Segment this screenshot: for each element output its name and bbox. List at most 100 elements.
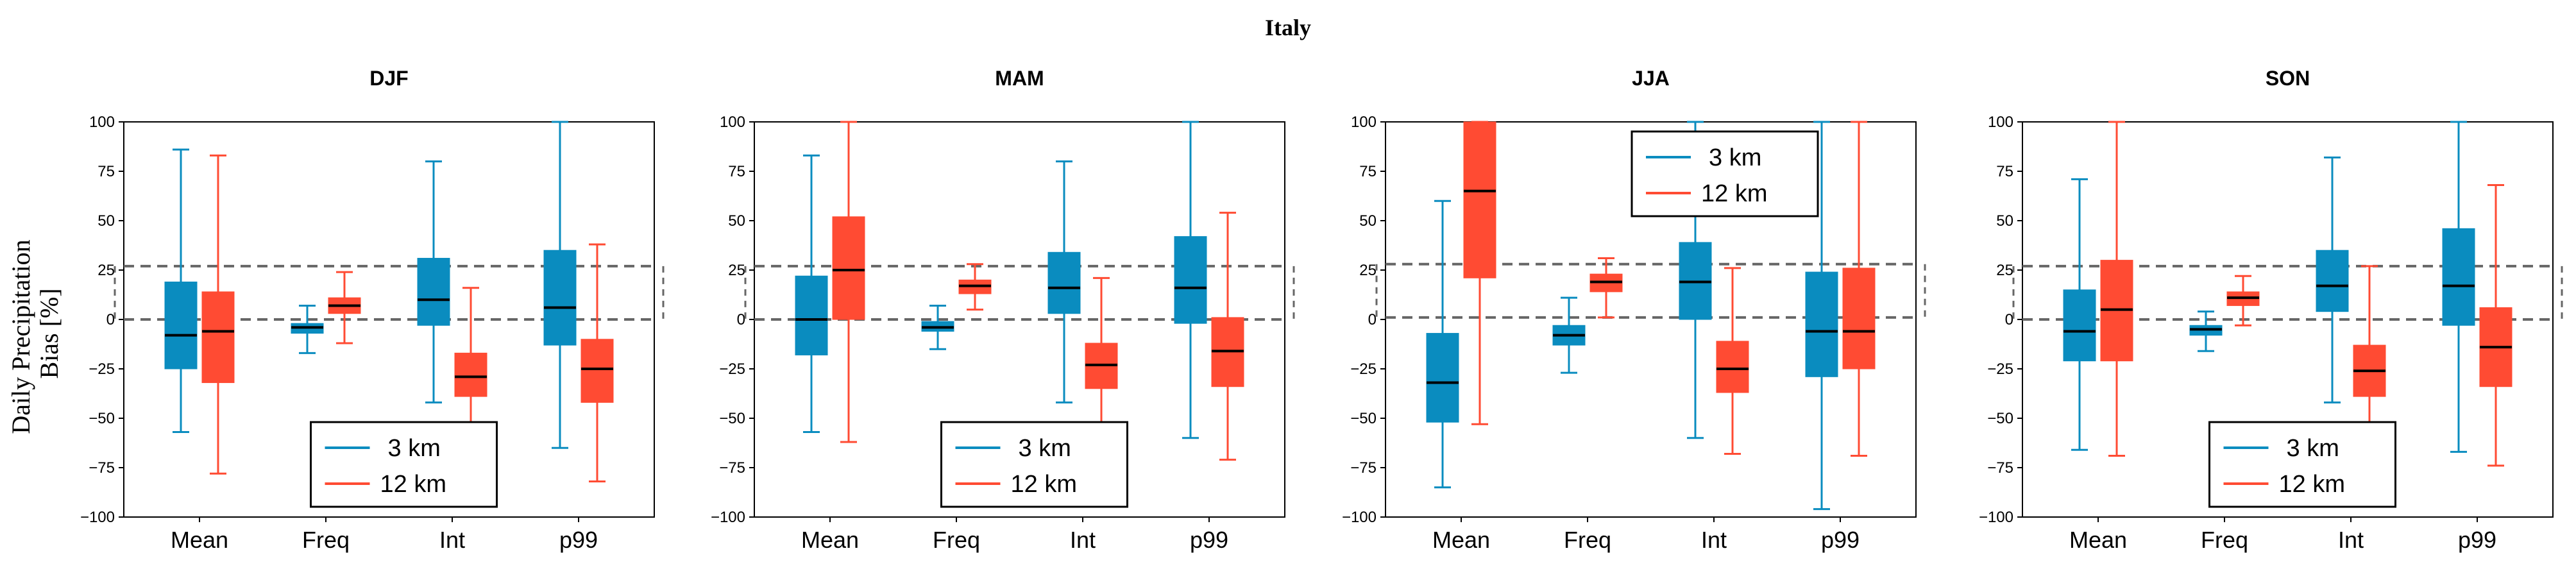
y-tick-label: −75 <box>89 459 115 477</box>
y-tick-label: 0 <box>1368 311 1377 328</box>
legend-frame <box>2208 421 2396 508</box>
y-tick-label: −100 <box>1979 509 2013 526</box>
box-iqr <box>795 275 828 355</box>
figure-ylabel: Daily Precipitation Bias [%] <box>6 233 64 434</box>
box-3km-int <box>2316 156 2349 403</box>
box-iqr <box>417 258 450 326</box>
box-12km-mean <box>832 121 865 443</box>
x-tick-label-mean: Mean <box>1432 527 1490 553</box>
box-iqr <box>1805 271 1838 377</box>
svg-text:Daily Precipitation Bias: Daily Precipitation Bias [%] <box>6 233 64 434</box>
box-iqr <box>454 352 487 397</box>
x-tick-label-freq: Freq <box>2201 527 2248 553</box>
box-3km-p99 <box>543 121 577 449</box>
y-tick-label: 75 <box>1996 163 2013 180</box>
y-tick-label: 75 <box>1359 163 1377 180</box>
panel-mam: MAM 100 75 50 25 0 −25 −50 −75 −100 Mean Freq Int p99… <box>711 67 1295 553</box>
figure-title: Italy <box>1265 15 1311 40</box>
x-tick-label-freq: Freq <box>302 527 350 553</box>
box-3km-freq <box>2189 310 2223 352</box>
box-12km-p99 <box>1211 212 1244 461</box>
y-tick-label: 25 <box>1996 262 2013 279</box>
box-iqr <box>201 291 235 384</box>
panel-djf: DJF 100 75 50 25 0 −25 −50 −75 −100 Mean Freq Int p99… <box>80 67 665 553</box>
box-12km-int <box>2353 265 2386 457</box>
box-12km-int <box>1085 276 1118 445</box>
y-tick-label: 75 <box>97 163 115 180</box>
y-tick-label: 25 <box>97 262 115 279</box>
y-tick-label: 25 <box>728 262 745 279</box>
y-tick-label: 50 <box>1359 212 1377 230</box>
box-iqr <box>1426 333 1459 423</box>
x-tick-label-mean: Mean <box>801 527 859 553</box>
box-12km-int <box>1716 267 1749 455</box>
y-tick-label: 25 <box>1359 262 1377 279</box>
box-12km-p99 <box>1842 121 1876 457</box>
box-12km-freq <box>1589 257 1623 319</box>
legend-label: 3 km <box>1709 144 1761 171</box>
box-12km-mean <box>1463 121 1496 425</box>
box-iqr <box>543 250 577 346</box>
legend: 3 km 12 km <box>940 421 1128 508</box>
y-tick-label: 50 <box>97 212 115 230</box>
x-tick-label-freq: Freq <box>933 527 980 553</box>
y-tick-label: 100 <box>720 114 745 131</box>
box-3km-mean <box>795 154 828 434</box>
box-iqr <box>1463 121 1496 278</box>
y-tick-label: 100 <box>1351 114 1377 131</box>
y-tick-label: 0 <box>106 311 115 328</box>
y-tick-label: −25 <box>89 361 115 378</box>
panels: DJF 100 75 50 25 0 −25 −50 −75 −100 Mean Freq Int p99… <box>80 67 2563 553</box>
figure-ylabel-line-1: Daily Precipitation <box>6 239 35 434</box>
y-tick-label: −50 <box>89 410 115 427</box>
legend: 3 km 12 km <box>1631 130 1819 217</box>
legend-frame <box>1631 130 1819 217</box>
box-iqr <box>1174 236 1207 324</box>
y-tick-label: 50 <box>728 212 745 230</box>
box-iqr <box>164 281 198 369</box>
panel-title: DJF <box>369 67 408 90</box>
box-iqr <box>2442 228 2475 326</box>
box-iqr <box>2316 250 2349 312</box>
box-3km-int <box>417 160 450 403</box>
box-iqr <box>1047 251 1081 314</box>
x-tick-label-int: Int <box>1701 527 1727 553</box>
figure-ylabel-line-2: Bias [%] <box>35 288 64 378</box>
x-tick-label-p99: p99 <box>1190 527 1228 553</box>
box-iqr <box>1716 341 1749 393</box>
x-tick-label-freq: Freq <box>1564 527 1611 553</box>
legend: 3 km 12 km <box>2208 421 2396 508</box>
x-tick-label-int: Int <box>439 527 465 553</box>
box-3km-p99 <box>2442 121 2475 453</box>
box-iqr <box>1842 268 1876 369</box>
legend-label: 12 km <box>2279 471 2345 498</box>
y-tick-label: −50 <box>719 410 745 427</box>
box-iqr <box>580 339 614 403</box>
y-tick-label: 0 <box>2005 311 2013 328</box>
x-tick-label-mean: Mean <box>2069 527 2127 553</box>
box-iqr <box>832 216 865 320</box>
legend-label: 3 km <box>2287 435 2339 462</box>
box-12km-freq <box>2226 275 2260 327</box>
legend-label: 3 km <box>1019 435 1071 462</box>
legend: 3 km 12 km <box>310 421 498 508</box>
box-12km-p99 <box>2479 184 2512 467</box>
box-12km-mean <box>201 154 235 475</box>
box-3km-freq <box>1552 296 1586 374</box>
x-tick-label-p99: p99 <box>2458 527 2496 553</box>
legend-label: 12 km <box>1701 180 1767 207</box>
y-tick-label: −25 <box>1987 361 2013 378</box>
legend-label: 3 km <box>388 435 441 462</box>
x-tick-label-p99: p99 <box>1821 527 1860 553</box>
x-tick-label-mean: Mean <box>171 527 228 553</box>
box-3km-freq <box>921 304 954 350</box>
y-tick-label: 0 <box>737 311 745 328</box>
panel-title: JJA <box>1632 67 1670 90</box>
y-tick-label: −50 <box>1987 410 2013 427</box>
box-3km-mean <box>1426 200 1459 489</box>
x-tick-label-int: Int <box>2338 527 2364 553</box>
x-tick-label-int: Int <box>1070 527 1096 553</box>
legend-frame <box>940 421 1128 508</box>
box-12km-freq <box>328 271 361 344</box>
